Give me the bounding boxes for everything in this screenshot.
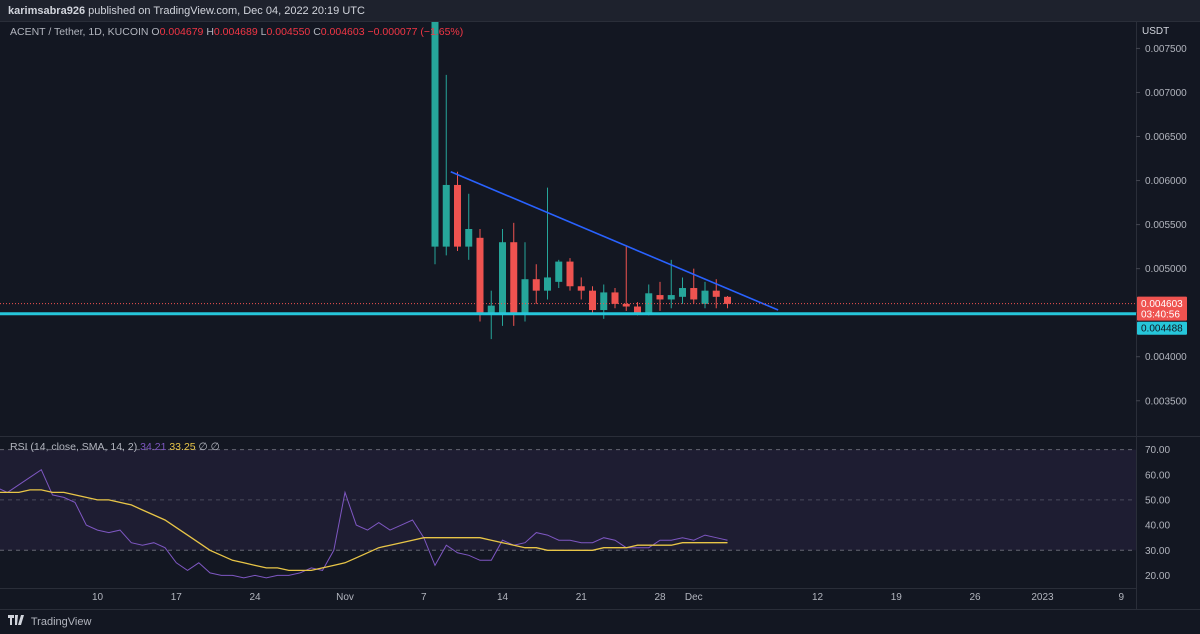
rsi-sma-value: 33.25 [169,441,196,453]
time-tick-label: 26 [969,592,981,603]
publish-info: published on TradingView.com, Dec 04, 20… [88,5,365,17]
rsi-value: 34.21 [140,441,167,453]
support-badge [1137,321,1187,335]
rsi-panel[interactable] [0,437,1200,588]
rsi-tick-label: 50.00 [1145,495,1170,506]
last-price-label: 0.004603 [1141,299,1183,310]
candle-body [622,303,630,307]
candle-body [589,290,596,311]
low-value: 0.004550 [266,26,311,38]
rsi-sma-line [0,489,728,572]
candle-body [577,286,585,291]
time-tick-label: 21 [576,592,588,603]
rsi-title[interactable]: RSI (14, close, SMA, 14, 2) [10,441,138,453]
price-tick-label: 0.005000 [1145,264,1187,275]
candle-body [555,261,563,282]
candle-body [431,22,439,247]
candle-body [442,184,450,247]
candle-body [600,292,608,311]
candle-body [656,295,664,300]
last-price-badge [1137,296,1187,321]
price-panel[interactable] [0,22,1200,436]
time-tick-label: 7 [421,592,427,603]
currency-label: USDT [1142,26,1169,37]
open-label: O [151,26,160,38]
price-tick-label: 0.003500 [1145,396,1187,407]
time-tick-label: 12 [812,592,824,603]
time-tick-label: 2023 [1031,592,1054,603]
price-tick-label: 0.006000 [1145,176,1187,187]
candle-body [634,306,641,313]
candle-body [454,184,461,247]
time-tick-label: 24 [249,592,261,603]
candle-body [667,295,675,300]
candle-body [611,292,619,304]
change-value: −0.000077 (−1.65%) [367,26,464,38]
rsi-tick-label: 60.00 [1145,470,1170,481]
low-label: L [260,26,267,38]
rsi-tick-label: 70.00 [1145,445,1170,456]
rsi-tick-label: 20.00 [1145,571,1170,582]
time-tick-label: 14 [497,592,509,603]
candle-body [544,277,551,291]
candle-body [566,261,574,287]
time-tick-label: 28 [654,592,666,603]
candle-body [701,290,709,304]
high-label: H [206,26,214,38]
high-value: 0.004689 [213,26,258,38]
time-tick-label: 17 [171,592,183,603]
price-legend: ACENT / Tether, 1D, KUCOIN O0.004679 H0.… [10,26,463,38]
price-tick-label: 0.007000 [1145,88,1187,99]
candle-body [499,242,506,313]
candle-body [679,288,686,297]
rsi-tick-label: 40.00 [1145,521,1170,532]
footer: TradingView [0,609,1200,633]
time-tick-label: Dec [685,592,703,603]
time-tick-label: 19 [891,592,903,603]
price-tick-label: 0.004000 [1145,352,1187,363]
trend-line[interactable] [450,171,779,311]
rsi-extra-values: ∅ ∅ [198,441,220,453]
rsi-tick-label: 30.00 [1145,546,1170,557]
close-label: C [313,26,321,38]
publish-header: karimsabra926 published on TradingView.c… [0,0,1200,22]
time-tick-label: 10 [92,592,104,603]
author-name[interactable]: karimsabra926 [8,5,86,17]
candle-body [690,288,698,300]
support-label: 0.004488 [1141,324,1183,335]
price-tick-label: 0.007500 [1145,44,1187,55]
price-tick-label: 0.006500 [1145,132,1187,143]
candle-body [476,237,484,315]
candle-body [465,229,473,247]
tradingview-logo-icon[interactable] [8,610,24,634]
rsi-line [0,468,728,579]
price-tick-label: 0.005500 [1145,220,1187,231]
candle-body [487,305,495,315]
candle-body [521,279,529,313]
candle-body [712,290,720,297]
candle-body [645,293,653,313]
tradingview-brand[interactable]: TradingView [30,616,92,628]
candle-body [724,296,731,304]
time-tick-label: Nov [336,592,354,603]
close-value: 0.004603 [320,26,365,38]
chart-canvas[interactable]: USDT 0.007500 0.007000 0.006500 0.006000 0.00… [0,0,1200,609]
candle-body [532,279,540,291]
symbol-label[interactable]: ACENT / Tether, 1D, KUCOIN [10,26,149,38]
countdown-label: 03:40:56 [1141,310,1180,321]
rsi-legend: RSI (14, close, SMA, 14, 2) 34.21 33.25 … [10,441,220,453]
candle-body [510,242,518,315]
open-value: 0.004679 [159,26,204,38]
time-tick-label: 9 [1118,592,1124,603]
